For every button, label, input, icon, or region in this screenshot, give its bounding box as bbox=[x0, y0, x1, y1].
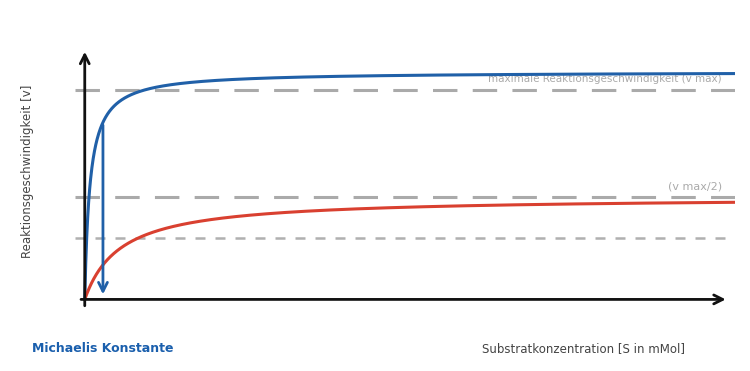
Text: Michaelis Konstante: Michaelis Konstante bbox=[32, 342, 174, 355]
Text: Substratkonzentration [S in mMol]: Substratkonzentration [S in mMol] bbox=[482, 342, 685, 355]
Text: Reaktionsgeschwindigkeit [v]: Reaktionsgeschwindigkeit [v] bbox=[21, 85, 34, 258]
Text: (v max/2): (v max/2) bbox=[668, 182, 722, 192]
Text: maximale Reaktionsgeschwindigkeit (v max): maximale Reaktionsgeschwindigkeit (v max… bbox=[488, 74, 722, 84]
